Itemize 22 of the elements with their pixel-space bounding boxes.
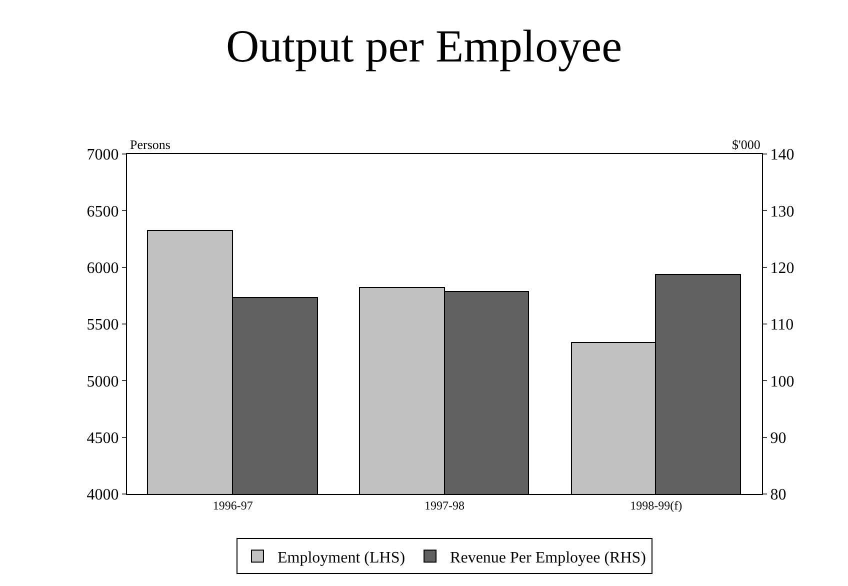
y2-axis-title: $'000 [732,137,760,152]
y2-tick-label: 100 [770,373,794,390]
y2-tick-label: 130 [770,203,794,220]
y-tick-label: 4500 [86,430,119,447]
y-axis-title: Persons [130,137,170,152]
y2-tick-label: 110 [770,316,794,334]
y-tick-label: 5000 [86,373,119,390]
legend-label: Employment (LHS) [278,549,406,566]
x-tick-label: 1997-98 [424,498,464,512]
y-tick-label: 6000 [86,260,119,277]
y-tick-label: 7000 [86,146,119,164]
y2-tick-label: 90 [770,430,786,447]
x-tick-label: 1998-99(f) [630,498,682,512]
y2-tick-label: 80 [770,486,786,504]
x-tick-label: 1996-97 [212,498,253,512]
legend-label: Revenue Per Employee (RHS) [450,549,646,566]
y-tick-label: 5500 [86,316,119,334]
y-tick-label: 6500 [86,203,119,220]
y-tick-label: 4000 [86,486,119,504]
chart-title: Output per Employee [226,20,622,72]
y2-tick-label: 140 [770,146,794,164]
y2-tick-label: 120 [770,260,794,277]
